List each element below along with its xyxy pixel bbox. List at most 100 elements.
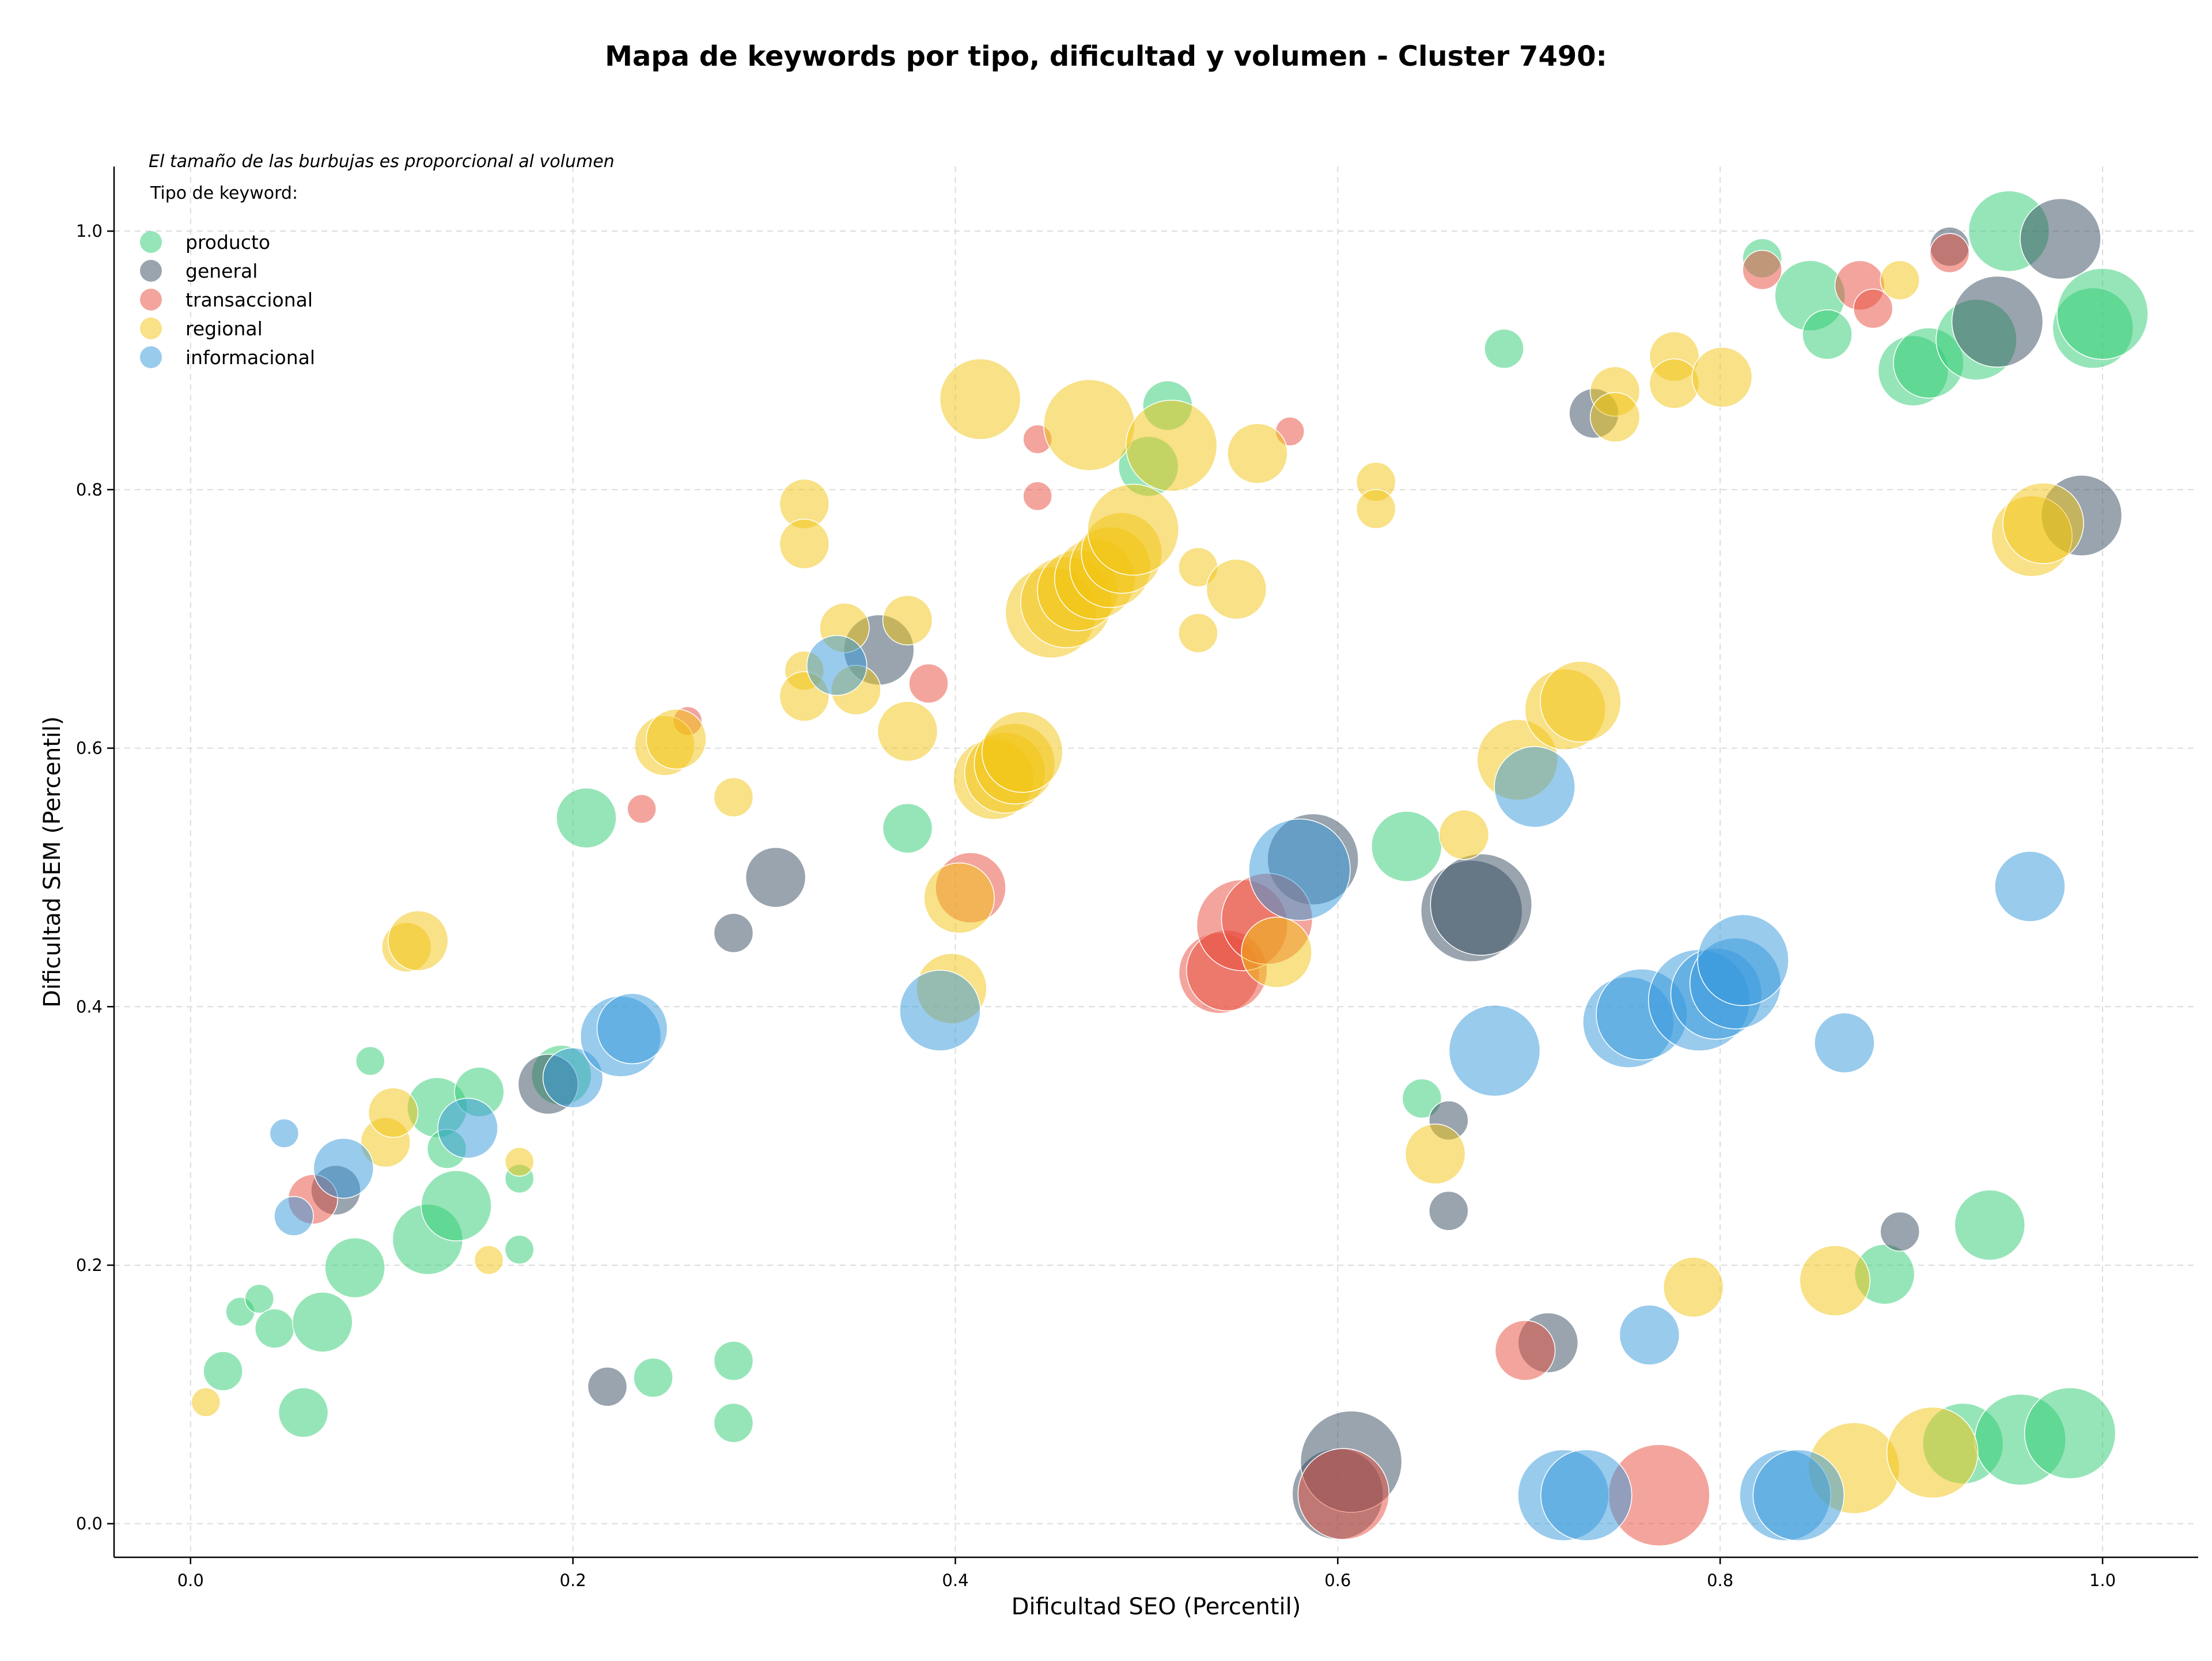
bubble-informacional	[1494, 746, 1575, 828]
bubble-regional	[939, 358, 1021, 440]
bubble-producto	[882, 803, 933, 854]
bubble-informacional	[1448, 1004, 1541, 1097]
bubble-general	[1880, 1211, 1920, 1252]
y-tick-label: 0.8	[76, 480, 103, 500]
bubble-transaccional	[1022, 481, 1052, 511]
bubble-producto	[2056, 268, 2149, 360]
bubble-regional	[2002, 482, 2084, 564]
legend-marker-general	[140, 260, 162, 282]
bubble-regional	[877, 701, 938, 762]
legend-marker-regional	[140, 317, 162, 339]
bubble-regional	[1404, 1123, 1466, 1185]
bubble-informacional	[1752, 1449, 1845, 1542]
bubble-regional	[1178, 613, 1218, 653]
bubble-regional	[1227, 423, 1288, 484]
bubble-transaccional	[1297, 1448, 1390, 1540]
bubble-size-note: El tamaño de las burbujas es proporciona…	[149, 152, 615, 172]
bubble-transaccional	[1742, 249, 1782, 290]
bubble-informacional	[274, 1195, 314, 1236]
series-informacional	[269, 635, 2066, 1542]
bubble-informacional	[1814, 1012, 1875, 1073]
bubble-regional	[1662, 1257, 1724, 1318]
x-tick-label: 0.6	[1324, 1571, 1351, 1590]
bubble-informacional	[806, 635, 868, 696]
bubble-regional	[1886, 1406, 1979, 1499]
bubble-producto	[292, 1291, 353, 1353]
bubble-regional	[1206, 558, 1267, 620]
bubble-regional	[1589, 392, 1641, 442]
x-tick-label: 1.0	[2089, 1571, 2116, 1590]
x-tick-label: 0.0	[177, 1571, 204, 1590]
bubble-regional	[504, 1147, 535, 1177]
bubble-producto	[1802, 309, 1853, 360]
bubble-producto	[713, 1402, 754, 1443]
legend: Tipo de keyword: producto general transacc…	[140, 183, 315, 369]
bubble-producto	[203, 1351, 243, 1391]
bubble-regional	[882, 595, 933, 646]
bubble-informacional	[313, 1137, 374, 1199]
bubble-regional	[474, 1245, 504, 1275]
bubble-transaccional	[1929, 233, 1970, 274]
y-tick-label: 0.0	[76, 1514, 103, 1534]
bubble-transaccional	[908, 663, 949, 704]
series-regional	[191, 260, 2084, 1514]
bubble-informacional	[1697, 914, 1789, 1007]
bubble-informacional	[437, 1098, 498, 1159]
bubble-producto	[1954, 1189, 2025, 1261]
bubble-informacional	[596, 993, 668, 1065]
legend-label-regional: regional	[185, 317, 263, 340]
bubble-general	[1429, 1190, 1469, 1231]
legend-label-transaccional: transaccional	[185, 289, 313, 311]
bubble-informacional	[542, 1047, 604, 1108]
y-tick-label: 0.2	[76, 1255, 103, 1275]
ticks: 0.0 0.2 0.4 0.6 0.8 1.0 0.0 0.2 0.4 0.6 0.8 1.0	[76, 221, 2116, 1590]
chart-title: Mapa de keywords por tipo, dificultad y …	[605, 40, 1607, 73]
bubble-regional	[1043, 379, 1135, 471]
bubble-informacional	[1248, 818, 1351, 921]
bubble-regional	[388, 910, 449, 971]
legend-marker-producto	[140, 231, 162, 253]
bubble-general	[2020, 198, 2101, 280]
bubble-regional	[1880, 260, 1920, 301]
bubble-producto	[355, 1046, 385, 1076]
bubble-general	[1430, 853, 1533, 956]
bubble-informacional	[899, 970, 981, 1051]
axes	[113, 167, 2198, 1558]
bubble-regional	[923, 862, 995, 934]
y-axis-label: Dificultad SEM (Percentil)	[39, 716, 66, 1008]
x-axis-label: Dificultad SEO (Percentil)	[1012, 1594, 1301, 1620]
bubble-regional	[1241, 917, 1312, 988]
series-general	[310, 198, 2123, 1540]
bubble-producto	[244, 1284, 275, 1314]
bubble-regional	[1125, 399, 1218, 492]
bubble-general	[713, 913, 754, 954]
bubble-regional	[713, 777, 754, 818]
y-tick-label: 0.6	[76, 739, 103, 758]
bubble-informacional	[1994, 850, 2066, 922]
bubble-general	[1951, 275, 2044, 368]
bubble-regional	[779, 519, 830, 569]
bubble-regional	[368, 1087, 419, 1138]
legend-marker-informacional	[140, 346, 162, 368]
bubble-producto	[1371, 811, 1442, 882]
bubble-producto	[556, 787, 617, 849]
legend-marker-transaccional	[140, 289, 162, 311]
bubble-producto	[713, 1341, 754, 1381]
y-tick-label: 1.0	[76, 221, 103, 241]
bubble-producto	[255, 1308, 295, 1349]
bubble-informacional	[1540, 1449, 1633, 1542]
bubble-transaccional	[1494, 1320, 1556, 1381]
legend-label-general: general	[185, 260, 257, 282]
bubble-general	[587, 1367, 628, 1407]
bubble-producto	[324, 1237, 385, 1299]
bubble-regional	[981, 711, 1063, 793]
bubble-regional	[1540, 661, 1622, 743]
bubble-regional	[1691, 346, 1753, 408]
y-tick-label: 0.4	[76, 997, 103, 1016]
bubble-producto	[278, 1387, 329, 1438]
bubble-regional	[1799, 1245, 1871, 1316]
legend-label-informacional: informacional	[185, 346, 315, 369]
bubble-regional	[1438, 809, 1490, 860]
x-tick-label: 0.4	[942, 1571, 968, 1590]
